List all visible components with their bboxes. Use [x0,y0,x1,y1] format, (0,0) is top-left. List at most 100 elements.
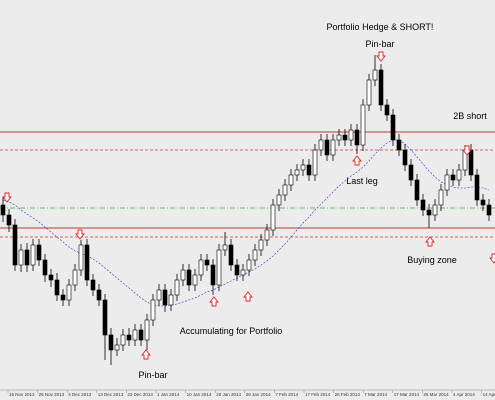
candle-body [390,114,396,141]
candle-body [114,344,120,351]
candle-body [420,199,426,211]
candle-body [450,174,456,181]
candle-body [288,174,294,186]
candle-body [36,244,42,261]
signal-arrow [462,145,472,156]
candle-body [222,244,228,251]
candle-body [276,194,282,206]
annotation: 2B short [453,111,487,121]
x-tick-label: 4 Apr 2014 [453,392,475,397]
candle-body [78,244,84,271]
candle-body [474,174,480,201]
candle-body [108,334,114,351]
moving-average [2,139,490,307]
candle-body [72,269,78,286]
candle-body [138,329,144,341]
candle-body [384,104,390,116]
candle-body [228,244,234,266]
candle-body [120,334,126,346]
candle-body [480,199,486,206]
candle-body [132,329,138,341]
signal-arrow [352,155,362,166]
x-tick-label: 7 Feb 2014 [275,392,298,397]
candle-body [156,289,162,301]
x-tick-label: 20 Jan 2014 [216,392,241,397]
candle-body [18,249,24,266]
candle-body [168,294,174,306]
annotation: Last leg [346,176,378,186]
candle-body [402,149,408,166]
candle-body [318,139,324,151]
candle-body [330,139,336,156]
candle-body [414,179,420,201]
candle-body [186,269,192,286]
candle-body [30,244,36,266]
x-tick-label: 26 Feb 2014 [335,392,361,397]
candle-body [90,279,96,291]
signal-arrow [2,192,12,203]
candle-body [240,269,246,276]
signal-arrow [243,291,253,302]
candle-body [324,139,330,156]
x-tick-label: 10 Jan 2014 [187,392,212,397]
x-tick-label: 13 Dec 2013 [98,392,124,397]
signal-arrow [75,229,85,240]
signal-arrow [209,296,219,307]
x-tick-label: 14 Apr 2014 [483,392,495,397]
candle-body [84,244,90,281]
candle-body [306,164,312,176]
candle-body [246,259,252,271]
candle-body [6,214,12,226]
candle-body [126,334,132,341]
candle-body [162,289,168,306]
candle-body [60,294,66,301]
candle-body [348,129,354,141]
x-tick-label: 17 Feb 2014 [305,392,331,397]
candle-body [360,104,366,146]
candle-body [150,299,156,321]
annotation: Pin-bar [365,39,394,49]
candle-body [180,269,186,281]
annotation: Buying zone [407,255,457,265]
x-tick-label: 15 Nov 2013 [9,392,35,397]
candle-body [342,134,348,141]
x-tick-label: 7 Mar 2014 [364,392,387,397]
x-tick-label: 25 Nov 2013 [39,392,65,397]
candle-body [432,204,438,216]
candle-body [336,134,342,141]
candle-body [270,204,276,231]
candle-body [42,259,48,276]
candle-body [426,209,432,216]
candle-body [204,259,210,266]
candle-body [312,149,318,176]
signal-arrow [376,51,386,62]
candle-body [468,149,474,176]
candle-body [300,164,306,171]
candle-body [12,224,18,266]
candle-body [372,69,378,81]
candle-body [456,169,462,181]
signal-arrow [425,236,435,247]
candle-body [174,279,180,296]
candle-body [66,284,72,301]
candle-body [486,204,492,216]
candle-body [408,164,414,181]
x-tick-label: 29 Jan 2014 [246,392,271,397]
candle-body [354,129,360,146]
candle-body [216,249,222,286]
candle-body [438,189,444,206]
candle-body [252,249,258,261]
candle-body [444,174,450,191]
candle-body [192,274,198,286]
candle-body [378,69,384,106]
x-tick-label: 4 Dec 2013 [68,392,92,397]
candle-body [282,184,288,196]
candle-body [96,289,102,301]
candle-body [294,169,300,176]
signal-arrow [141,349,151,360]
candle-body [258,239,264,251]
candle-body [0,204,6,216]
x-tick-label: 26 Mar 2014 [423,392,449,397]
